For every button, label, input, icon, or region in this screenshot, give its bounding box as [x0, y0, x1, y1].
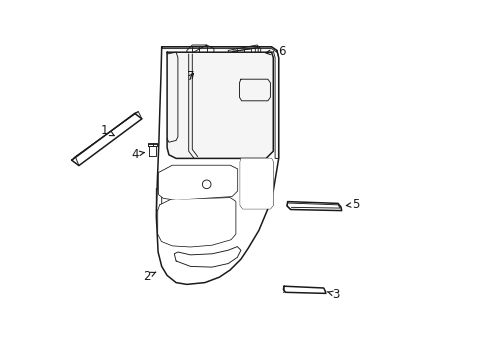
Text: 7: 7	[187, 70, 195, 83]
Text: 4: 4	[131, 148, 144, 161]
Polygon shape	[156, 47, 278, 284]
Polygon shape	[170, 178, 230, 194]
Polygon shape	[167, 52, 273, 158]
Text: 6: 6	[265, 45, 285, 58]
Text: 5: 5	[346, 198, 359, 211]
Polygon shape	[158, 198, 235, 247]
Polygon shape	[240, 158, 273, 209]
Text: 1: 1	[100, 124, 114, 137]
Polygon shape	[159, 166, 237, 200]
Text: 2: 2	[142, 270, 155, 283]
Text: 3: 3	[326, 288, 339, 301]
